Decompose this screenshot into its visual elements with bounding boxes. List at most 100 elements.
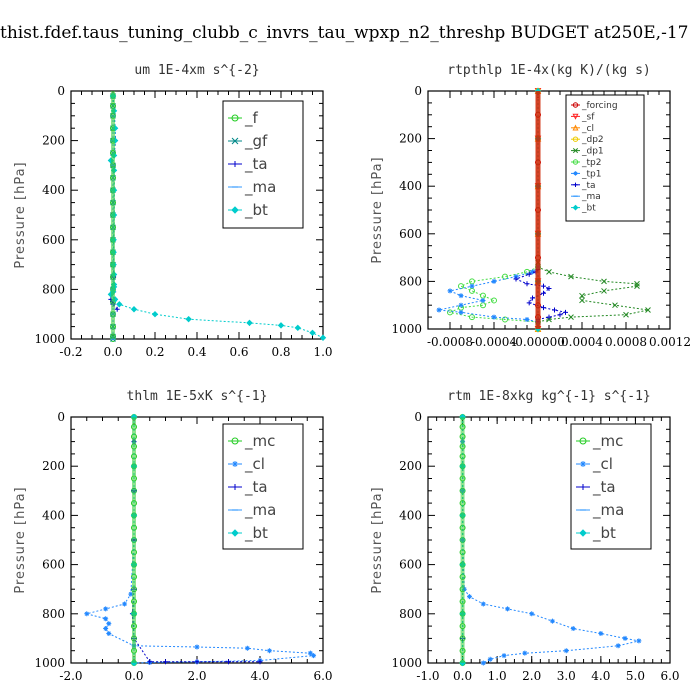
data-point <box>623 311 629 318</box>
panel-title: um 1E-4xm s^{-2} <box>134 63 259 78</box>
data-point <box>526 271 532 277</box>
x-tick-label: 5.0 <box>626 669 645 683</box>
legend-label: _ma <box>581 192 601 202</box>
legend-entry: _ta <box>228 155 268 174</box>
data-point <box>458 293 464 299</box>
legend-label: _gf <box>244 132 268 151</box>
data-point <box>529 611 535 617</box>
series-line <box>514 269 568 320</box>
legend-entry: _ma <box>576 501 624 520</box>
legend-label: _cl <box>244 455 265 474</box>
legend-entry: _ta <box>571 181 596 191</box>
data-point <box>458 309 464 315</box>
x-tick-label: 2.0 <box>522 669 541 683</box>
data-point <box>469 287 475 294</box>
data-point <box>185 315 192 323</box>
legend-label: _dp1 <box>581 147 604 157</box>
data-point <box>563 648 569 654</box>
x-tick-label: 0.0012 <box>649 335 691 349</box>
data-point <box>552 307 557 313</box>
y-tick-label: 0 <box>414 84 422 98</box>
y-tick-label: 0 <box>414 410 422 424</box>
data-point <box>546 286 552 292</box>
y-tick-label: 400 <box>399 508 422 522</box>
data-point <box>122 601 128 607</box>
data-point <box>458 283 464 290</box>
panel-title: rtpthlp 1E-4x(kg K)/(kg s) <box>447 63 651 78</box>
data-point <box>266 648 272 654</box>
x-tick-label: 0.6 <box>229 345 248 359</box>
data-point <box>257 659 263 665</box>
data-point <box>309 329 316 337</box>
data-point <box>568 273 574 280</box>
legend-entry: _bt <box>228 201 268 220</box>
data-point <box>487 656 493 662</box>
data-point <box>480 297 486 303</box>
x-tick-label: 6.0 <box>660 669 679 683</box>
x-tick-label: 0.4 <box>187 345 206 359</box>
y-tick-label: 1000 <box>34 332 65 346</box>
y-tick-label: 1000 <box>34 656 65 670</box>
data-point <box>151 310 159 318</box>
data-point <box>458 302 464 308</box>
legend-entry: _dp2 <box>571 135 604 145</box>
y-tick-label: 600 <box>42 233 65 247</box>
y-tick-label: 1000 <box>391 322 422 336</box>
x-tick-label: 0.0008 <box>605 335 647 349</box>
data-point <box>502 273 508 280</box>
y-tick-label: 600 <box>42 558 65 572</box>
legend-label: _ta <box>244 478 268 497</box>
panel-title: thlm 1E-5xK s^{-1} <box>127 389 268 404</box>
data-point <box>469 314 475 321</box>
legend-label: _bt <box>581 204 596 214</box>
legend-label: _dp2 <box>581 135 604 145</box>
legend-label: _bt <box>592 524 616 543</box>
data-point <box>194 659 200 665</box>
data-point <box>106 621 112 627</box>
x-tick-label: -0.00000 <box>511 335 565 349</box>
data-point <box>319 334 327 341</box>
legend: _mc _cl _ta _ma _bt <box>222 423 304 550</box>
y-tick-label: 600 <box>399 227 422 241</box>
data-point <box>579 297 585 304</box>
series-line <box>84 417 315 664</box>
data-point <box>546 269 552 275</box>
data-point <box>114 306 120 312</box>
data-point <box>466 594 472 600</box>
legend-label: _mc <box>244 432 275 451</box>
data-point <box>447 309 453 316</box>
y-axis-label: Pressure [hPa] <box>13 161 28 268</box>
x-tick-label: -2.0 <box>59 669 82 683</box>
chart-panel-4: rtm 1E-8xkg kg^{-1} s^{-1} Pressure [hPa]… <box>370 389 680 683</box>
chart-panel-2: rtpthlp 1E-4x(kg K)/(kg s) Pressure [hPa]… <box>370 63 691 349</box>
legend-entry: _tp2 <box>571 158 601 168</box>
legend-label: _sf <box>581 112 595 122</box>
series-tp2 <box>447 264 541 325</box>
data-point <box>615 643 621 649</box>
legend-label: _bt <box>244 201 268 220</box>
x-tick-label: -0.0004 <box>471 335 517 349</box>
data-point <box>194 644 200 650</box>
zero-column <box>111 91 115 339</box>
data-point <box>480 660 486 666</box>
data-point <box>645 307 651 313</box>
data-point <box>103 606 109 612</box>
data-point <box>294 324 302 332</box>
x-tick-label: 0.0004 <box>561 335 603 349</box>
data-point <box>246 319 253 327</box>
data-point <box>612 302 618 309</box>
series-line <box>438 266 539 323</box>
legend-entry: _bt <box>228 524 268 543</box>
legend: _forcing_sf _cl_dp2 _dp1_tp2_tp1 _ta_ma _bt <box>565 94 645 222</box>
legend-entry: _sf <box>571 112 595 122</box>
data-point <box>522 650 528 656</box>
data-point <box>622 635 628 641</box>
data-point <box>103 616 109 622</box>
data-point <box>277 322 285 329</box>
legend-label: _ta <box>244 155 268 174</box>
data-point <box>491 278 497 284</box>
x-tick-label: 1.0 <box>488 669 507 683</box>
x-tick-label: 4.0 <box>591 669 610 683</box>
y-tick-label: 1000 <box>391 656 422 670</box>
data-point <box>557 312 563 318</box>
